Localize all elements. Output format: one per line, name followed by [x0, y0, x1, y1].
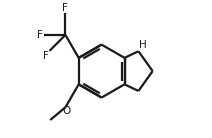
- Text: O: O: [62, 106, 70, 116]
- Text: F: F: [63, 2, 68, 13]
- Text: F: F: [43, 51, 49, 61]
- Text: F: F: [37, 30, 43, 40]
- Text: H: H: [139, 40, 147, 50]
